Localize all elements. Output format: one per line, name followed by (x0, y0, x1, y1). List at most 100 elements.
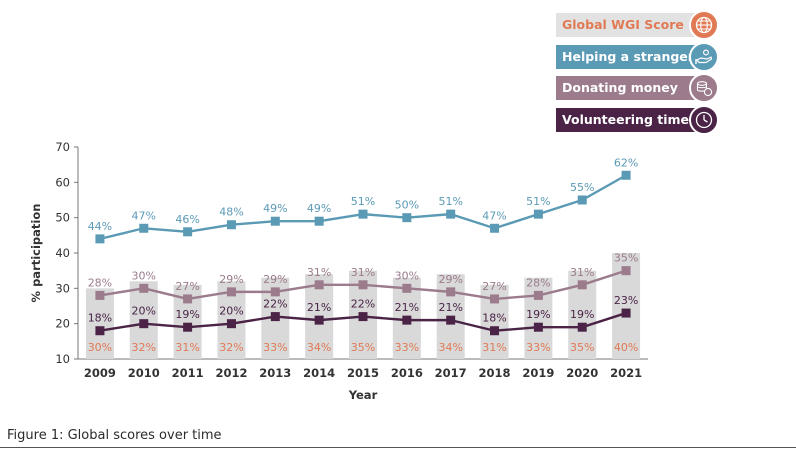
volunteering-time-data-label: 22% (351, 298, 375, 311)
helping-a-stranger-marker (533, 209, 543, 219)
wgi-score-data-label: 32% (219, 341, 243, 354)
volunteering-time-data-label: 22% (263, 298, 287, 311)
legend-label: Helping a stranger (562, 48, 694, 64)
x-tick-label: 2018 (479, 366, 511, 380)
y-tick-label: 70 (55, 140, 70, 154)
x-tick-label: 2021 (610, 366, 642, 380)
x-tick-label: 2009 (84, 366, 116, 380)
donating-money-marker (183, 294, 193, 304)
volunteering-time-marker (183, 322, 193, 332)
volunteering-time-data-label: 21% (395, 301, 419, 314)
helping-a-stranger-marker (446, 209, 456, 219)
wgi-score-data-label: 32% (132, 341, 156, 354)
wgi-score-data-label: 33% (395, 341, 419, 354)
donating-money-data-label: 31% (570, 266, 594, 279)
volunteering-time-marker (358, 312, 368, 322)
helping-a-stranger-marker (621, 170, 631, 180)
helping-a-stranger-marker (314, 216, 324, 226)
x-tick-label: 2019 (522, 366, 554, 380)
x-tick-label: 2011 (172, 366, 204, 380)
helping-a-stranger-data-label: 55% (570, 181, 594, 194)
y-tick-label: 10 (55, 352, 70, 366)
y-tick-label: 50 (55, 211, 70, 225)
donating-money-data-label: 29% (263, 273, 287, 286)
legend-label: Volunteering time (562, 111, 690, 127)
helping-a-stranger-data-label: 47% (482, 209, 506, 222)
wgi-score-data-label: 30% (88, 341, 112, 354)
volunteering-time-marker (577, 322, 587, 332)
helping-a-stranger-data-label: 51% (351, 195, 375, 208)
volunteering-time-data-label: 21% (438, 301, 462, 314)
wgi-score-data-label: 34% (438, 341, 462, 354)
x-tick-label: 2010 (128, 366, 160, 380)
wgi-score-data-label: 31% (175, 341, 199, 354)
donating-money-data-label: 28% (526, 276, 550, 289)
x-tick-label: 2015 (347, 366, 379, 380)
x-tick-label: 2020 (566, 366, 598, 380)
legend-item-global-wgi-score: Global WGI Score (556, 10, 719, 40)
donating-money-data-label: 35% (614, 252, 638, 265)
donating-money-marker (446, 287, 456, 297)
y-axis-title: % participation (29, 204, 43, 303)
donating-money-marker (226, 287, 236, 297)
helping-a-stranger-marker (226, 220, 236, 230)
helping-a-stranger-marker (402, 213, 412, 223)
legend-swatch (556, 44, 706, 69)
volunteering-time-marker (95, 326, 105, 336)
legend-swatch (556, 107, 706, 132)
volunteering-time-data-label: 19% (175, 308, 199, 321)
x-tick-label: 2013 (259, 366, 291, 380)
wgi-score-data-label: 33% (263, 341, 287, 354)
donating-money-data-label: 31% (351, 266, 375, 279)
coins-icon (689, 73, 719, 103)
volunteering-time-data-label: 18% (482, 312, 506, 325)
x-tick-label: 2017 (435, 366, 467, 380)
helping-a-stranger-data-label: 49% (307, 202, 331, 215)
donating-money-data-label: 29% (438, 273, 462, 286)
helping-a-stranger-data-label: 51% (438, 195, 462, 208)
donating-money-data-label: 27% (175, 280, 199, 293)
helping-a-stranger-data-label: 47% (132, 209, 156, 222)
wgi-score-data-label: 35% (570, 341, 594, 354)
helping-a-stranger-marker (183, 227, 193, 237)
y-tick-label: 20 (55, 317, 70, 331)
legend-swatch (556, 76, 706, 100)
wgi-score-data-label: 33% (526, 341, 550, 354)
volunteering-time-marker (533, 322, 543, 332)
donating-money-marker (533, 290, 543, 300)
helping-a-stranger-marker (139, 223, 149, 233)
legend-label: Donating money (562, 80, 678, 95)
legend-item-volunteering-time: Volunteering time (556, 104, 719, 135)
volunteering-time-marker (490, 326, 500, 336)
x-axis-title: Year (348, 388, 378, 402)
helping-a-stranger-data-label: 62% (614, 156, 638, 169)
donating-money-data-label: 28% (88, 276, 112, 289)
volunteering-time-marker (314, 315, 324, 325)
y-tick-label: 40 (55, 246, 70, 260)
legend-item-helping-a-stranger: Helping a stranger (556, 41, 719, 72)
caption-rule (0, 447, 796, 448)
legend-item-donating-money: Donating money (556, 73, 719, 103)
donating-money-marker (358, 280, 368, 290)
volunteering-time-marker (446, 315, 456, 325)
legend: Global WGI Score Helping a stranger Dona… (556, 10, 719, 139)
helping-a-stranger-marker (270, 216, 280, 226)
legend-label: Global WGI Score (562, 17, 684, 32)
donating-money-data-label: 27% (482, 280, 506, 293)
volunteering-time-data-label: 20% (132, 305, 156, 318)
x-tick-label: 2014 (303, 366, 335, 380)
donating-money-marker (577, 280, 587, 290)
wgi-score-data-label: 31% (482, 341, 506, 354)
helping-a-stranger-marker (490, 223, 500, 233)
volunteering-time-data-label: 19% (570, 308, 594, 321)
donating-money-data-label: 29% (219, 273, 243, 286)
globe-icon (689, 10, 719, 40)
x-tick-label: 2012 (215, 366, 247, 380)
donating-money-marker (402, 283, 412, 293)
helping-a-stranger-marker (577, 195, 587, 205)
helping-a-stranger-data-label: 51% (526, 195, 550, 208)
helping-a-stranger-marker (358, 209, 368, 219)
helping-a-stranger-data-label: 48% (219, 206, 243, 219)
helping-a-stranger-data-label: 46% (175, 213, 199, 226)
